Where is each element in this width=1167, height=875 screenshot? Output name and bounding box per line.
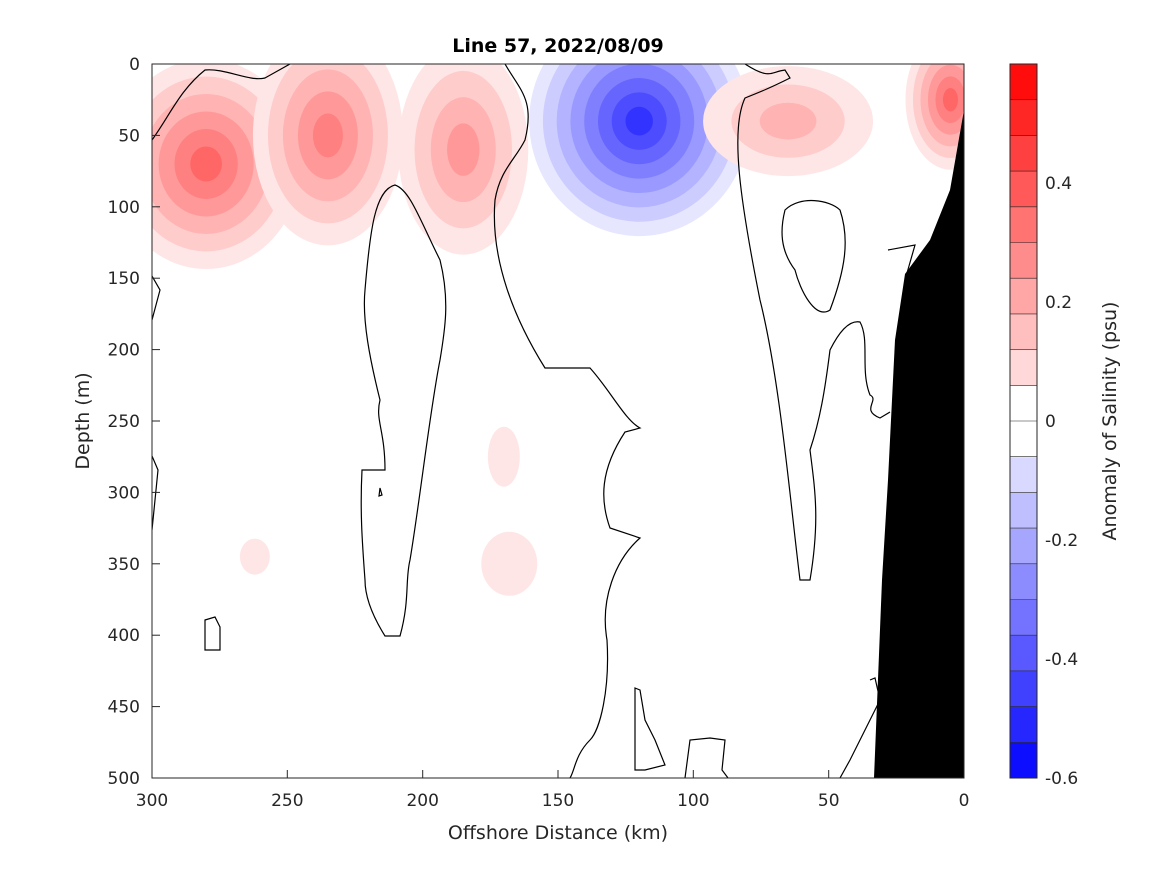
colorbar-band [1010, 528, 1037, 565]
y-axis-label: Depth (m) [72, 372, 94, 469]
colorbar-band [1010, 349, 1037, 386]
colorbar-tick-label: -0.2 [1045, 531, 1078, 551]
contour-line [152, 455, 159, 531]
contour-line [378, 487, 383, 497]
x-tick-label: 200 [406, 791, 438, 811]
y-axis: 0 50 100 150 200 250 300 350 400 450 500… [72, 55, 160, 789]
x-tick-label: 150 [542, 791, 574, 811]
contour-line [204, 616, 221, 651]
anomaly-contour-band [239, 538, 270, 575]
x-axis-label: Offshore Distance (km) [448, 822, 668, 844]
anomaly-contour-band [190, 146, 222, 182]
y-tick-label: 400 [108, 626, 140, 646]
y-tick-label: 50 [118, 126, 140, 146]
contour-line [152, 275, 161, 321]
y-tick-label: 300 [108, 483, 140, 503]
colorbar-band [1010, 135, 1037, 172]
x-axis: 300 250 200 150 100 50 0 Offshore Distan… [136, 770, 970, 844]
colorbar-band [1010, 421, 1037, 458]
colorbar-band [1010, 492, 1037, 529]
anomaly-contour-band [759, 102, 817, 140]
anomaly-contour-band [625, 106, 653, 136]
contour-line [781, 199, 846, 313]
bathymetry-seafloor [874, 110, 964, 778]
anomaly-contour-band [312, 113, 343, 158]
y-tick-label: 450 [108, 698, 140, 718]
y-tick-label: 250 [108, 412, 140, 432]
colorbar-band [1010, 706, 1037, 743]
y-tick-label: 200 [108, 341, 140, 361]
colorbar-band [1010, 278, 1037, 315]
colorbar-band [1010, 742, 1037, 779]
anomaly-contour-band [487, 426, 520, 487]
colorbar-tick-label: -0.4 [1045, 650, 1078, 670]
contour-line [684, 737, 729, 778]
colorbar-band [1010, 313, 1037, 351]
contour-line [737, 64, 891, 581]
colorbar-label: Anomaly of Salinity (psu) [1099, 302, 1121, 541]
contour-line [493, 64, 642, 778]
contour-line [634, 687, 666, 771]
y-tick-label: 0 [129, 55, 140, 75]
anomaly-contour-band [481, 531, 538, 596]
colorbar-band [1010, 206, 1037, 243]
anomaly-field [152, 64, 964, 778]
colorbar-band [1010, 99, 1037, 136]
colorbar-band [1010, 563, 1037, 600]
contour-line [839, 677, 881, 778]
colorbar-tick-label: -0.6 [1045, 769, 1078, 789]
x-tick-label: 300 [136, 791, 168, 811]
colorbar-band [1010, 599, 1037, 636]
colorbar-band [1010, 456, 1037, 493]
colorbar-band [1010, 635, 1037, 672]
y-tick-label: 350 [108, 555, 140, 575]
colorbar-frame [1009, 63, 1038, 779]
x-tick-label: 250 [271, 791, 303, 811]
contour-line [360, 184, 447, 637]
colorbar-band [1010, 171, 1037, 208]
anomaly-contour-band [942, 88, 958, 112]
y-tick-label: 150 [108, 269, 140, 289]
colorbar-tick-label: 0 [1045, 412, 1056, 432]
chart-title: Line 57, 2022/08/09 [452, 35, 664, 57]
zero-contours [152, 64, 916, 778]
contour-line [152, 64, 291, 141]
colorbar-band [1010, 670, 1037, 708]
colorbar-band [1010, 385, 1037, 422]
contour-line [887, 244, 916, 281]
x-tick-label: 100 [677, 791, 709, 811]
colorbar: 0.4 0.2 0 -0.2 -0.4 -0.6 Anomaly of Salinity … [1009, 63, 1121, 789]
y-tick-label: 100 [108, 198, 140, 218]
colorbar-band [1010, 242, 1037, 279]
colorbar-tick-label: 0.2 [1045, 293, 1072, 313]
x-tick-label: 50 [818, 791, 840, 811]
y-tick-label: 500 [108, 769, 140, 789]
anomaly-contour-band [447, 123, 480, 176]
colorbar-band [1010, 64, 1037, 101]
x-tick-label: 0 [959, 791, 970, 811]
colorbar-tick-label: 0.4 [1045, 174, 1072, 194]
